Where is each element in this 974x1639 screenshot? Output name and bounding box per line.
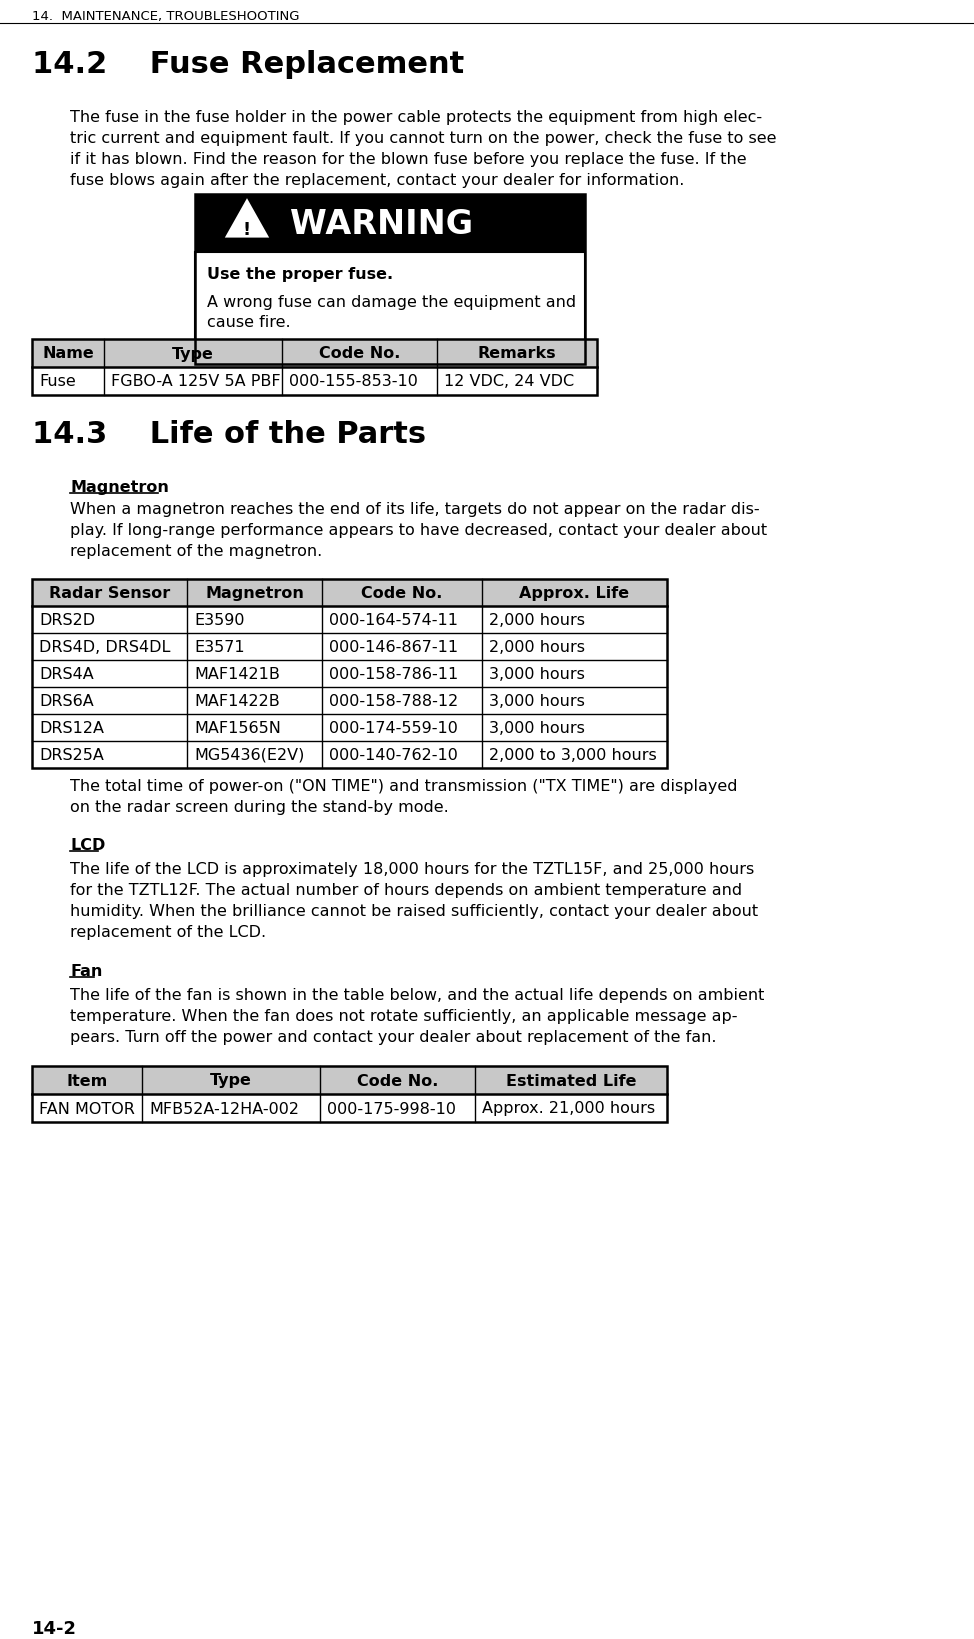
Text: DRS4D, DRS4DL: DRS4D, DRS4DL [39, 639, 170, 654]
Text: tric current and equipment fault. If you cannot turn on the power, check the fus: tric current and equipment fault. If you… [70, 131, 776, 146]
Text: Type: Type [210, 1074, 252, 1088]
Text: 3,000 hours: 3,000 hours [489, 667, 584, 682]
Text: DRS12A: DRS12A [39, 721, 104, 736]
Text: temperature. When the fan does not rotate sufficiently, an applicable message ap: temperature. When the fan does not rotat… [70, 1008, 737, 1023]
Text: 14.3    Life of the Parts: 14.3 Life of the Parts [32, 420, 427, 449]
Text: 3,000 hours: 3,000 hours [489, 693, 584, 708]
Text: E3571: E3571 [194, 639, 244, 654]
Bar [32, 339, 597, 367]
Text: DRS25A: DRS25A [39, 747, 104, 762]
Bar [32, 606, 667, 634]
Text: FAN MOTOR: FAN MOTOR [39, 1101, 134, 1116]
Bar [32, 1067, 667, 1123]
Text: E3590: E3590 [194, 613, 244, 628]
Text: A wrong fuse can damage the equipment and: A wrong fuse can damage the equipment an… [207, 295, 577, 310]
Text: MFB52A-12HA-002: MFB52A-12HA-002 [149, 1101, 299, 1116]
Text: Code No.: Code No. [318, 346, 400, 361]
Text: for the TZTL12F. The actual number of hours depends on ambient temperature and: for the TZTL12F. The actual number of ho… [70, 882, 742, 898]
Text: WARNING: WARNING [290, 208, 473, 241]
Bar [32, 339, 597, 395]
Text: 000-158-786-11: 000-158-786-11 [329, 667, 458, 682]
Bar [32, 715, 667, 741]
Text: if it has blown. Find the reason for the blown fuse before you replace the fuse.: if it has blown. Find the reason for the… [70, 152, 747, 167]
Text: Magnetron: Magnetron [206, 585, 304, 600]
Text: LCD: LCD [70, 838, 105, 852]
Text: DRS4A: DRS4A [39, 667, 94, 682]
Bar [32, 688, 667, 715]
Text: The fuse in the fuse holder in the power cable protects the equipment from high : The fuse in the fuse holder in the power… [70, 110, 762, 125]
Text: 000-155-853-10: 000-155-853-10 [289, 374, 418, 390]
Text: 000-174-559-10: 000-174-559-10 [329, 721, 458, 736]
Bar [32, 741, 667, 769]
Text: MAF1565N: MAF1565N [194, 721, 281, 736]
Text: 2,000 hours: 2,000 hours [489, 613, 585, 628]
Text: pears. Turn off the power and contact your dealer about replacement of the fan.: pears. Turn off the power and contact yo… [70, 1029, 717, 1044]
Text: Magnetron: Magnetron [70, 480, 169, 495]
Text: 3,000 hours: 3,000 hours [489, 721, 584, 736]
Text: replacement of the magnetron.: replacement of the magnetron. [70, 544, 322, 559]
Text: 000-146-867-11: 000-146-867-11 [329, 639, 458, 654]
Text: Fan: Fan [70, 964, 102, 978]
Text: play. If long-range performance appears to have decreased, contact your dealer a: play. If long-range performance appears … [70, 523, 768, 538]
Bar [195, 195, 585, 365]
Text: MAF1422B: MAF1422B [194, 693, 280, 708]
Bar [195, 195, 585, 252]
Text: 000-158-788-12: 000-158-788-12 [329, 693, 458, 708]
Text: Type: Type [172, 346, 214, 361]
Text: MG5436(E2V): MG5436(E2V) [194, 747, 304, 762]
Text: 000-175-998-10: 000-175-998-10 [327, 1101, 456, 1116]
Text: DRS2D: DRS2D [39, 613, 95, 628]
Text: Estimated Life: Estimated Life [506, 1074, 636, 1088]
Text: The life of the LCD is approximately 18,000 hours for the TZTL15F, and 25,000 ho: The life of the LCD is approximately 18,… [70, 862, 754, 877]
Text: Fuse: Fuse [39, 374, 76, 390]
Text: Code No.: Code No. [361, 585, 443, 600]
Text: Radar Sensor: Radar Sensor [49, 585, 170, 600]
Text: Approx. Life: Approx. Life [519, 585, 629, 600]
Bar [32, 661, 667, 688]
Polygon shape [227, 202, 267, 238]
Bar [32, 1095, 667, 1123]
Text: fuse blows again after the replacement, contact your dealer for information.: fuse blows again after the replacement, … [70, 172, 685, 188]
Text: The total time of power-on ("ON TIME") and transmission ("TX TIME") are displaye: The total time of power-on ("ON TIME") a… [70, 779, 737, 793]
Text: MAF1421B: MAF1421B [194, 667, 280, 682]
Bar [32, 580, 667, 769]
Text: Approx. 21,000 hours: Approx. 21,000 hours [482, 1101, 656, 1116]
Text: cause fire.: cause fire. [207, 315, 290, 329]
Bar [32, 580, 667, 606]
Text: 14-2: 14-2 [32, 1619, 77, 1637]
Text: DRS6A: DRS6A [39, 693, 94, 708]
Text: 2,000 hours: 2,000 hours [489, 639, 585, 654]
Text: Remarks: Remarks [477, 346, 556, 361]
Text: Use the proper fuse.: Use the proper fuse. [207, 267, 393, 282]
Text: 000-164-574-11: 000-164-574-11 [329, 613, 458, 628]
Text: 2,000 to 3,000 hours: 2,000 to 3,000 hours [489, 747, 656, 762]
Bar [195, 252, 585, 365]
Bar [32, 367, 597, 395]
Text: The life of the fan is shown in the table below, and the actual life depends on : The life of the fan is shown in the tabl… [70, 987, 765, 1003]
Text: !: ! [243, 221, 251, 239]
Text: 000-140-762-10: 000-140-762-10 [329, 747, 458, 762]
Bar [32, 1067, 667, 1095]
Text: 12 VDC, 24 VDC: 12 VDC, 24 VDC [444, 374, 574, 390]
Text: Code No.: Code No. [356, 1074, 438, 1088]
Text: on the radar screen during the stand-by mode.: on the radar screen during the stand-by … [70, 800, 449, 815]
Text: Name: Name [42, 346, 94, 361]
Text: When a magnetron reaches the end of its life, targets do not appear on the radar: When a magnetron reaches the end of its … [70, 502, 760, 516]
Text: replacement of the LCD.: replacement of the LCD. [70, 924, 266, 939]
Text: FGBO-A 125V 5A PBF: FGBO-A 125V 5A PBF [111, 374, 281, 390]
Text: 14.  MAINTENANCE, TROUBLESHOOTING: 14. MAINTENANCE, TROUBLESHOOTING [32, 10, 299, 23]
Text: Item: Item [66, 1074, 107, 1088]
Bar [32, 634, 667, 661]
Text: humidity. When the brilliance cannot be raised sufficiently, contact your dealer: humidity. When the brilliance cannot be … [70, 903, 758, 918]
Text: 14.2    Fuse Replacement: 14.2 Fuse Replacement [32, 49, 465, 79]
